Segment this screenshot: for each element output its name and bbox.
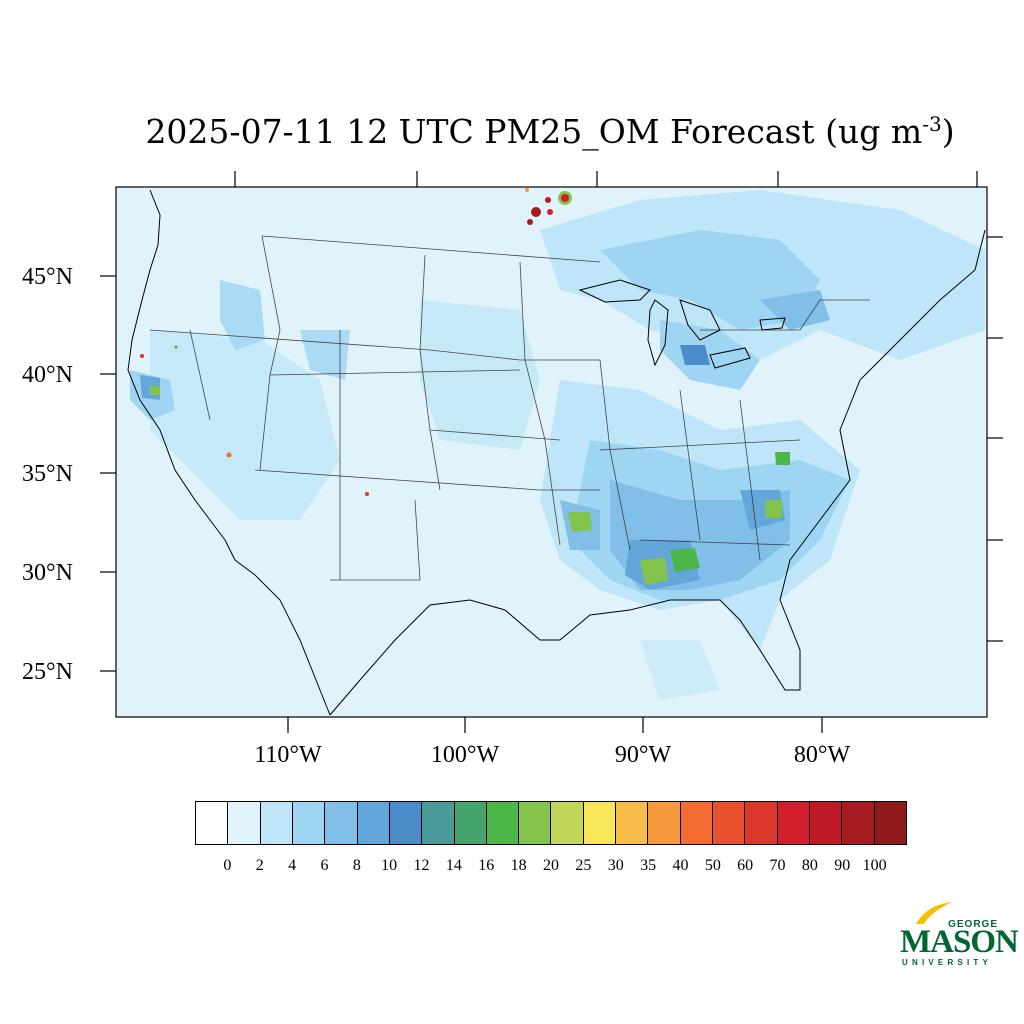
colorbar-cell	[228, 802, 261, 844]
colorbar-cell	[325, 802, 358, 844]
colorbar-label: 90	[834, 857, 851, 874]
right-ticks	[987, 236, 1003, 642]
colorbar-cell	[454, 802, 487, 844]
colorbar-cell	[874, 802, 906, 844]
colorbar-cell	[842, 802, 875, 844]
lon-label-110: 110°W	[254, 742, 322, 768]
swoosh-icon	[916, 902, 952, 924]
colorbar-cell	[680, 802, 713, 844]
colorbar-label: 2	[255, 857, 264, 874]
colorbar-label: 6	[320, 857, 329, 874]
colorbar-cell	[486, 802, 520, 844]
colorbar-label: 40	[672, 857, 689, 874]
colorbar-label: 100	[862, 857, 887, 874]
colorbar-label: 80	[801, 857, 818, 874]
logo-mason-text: MASON	[900, 924, 1019, 960]
lon-label-80: 80°W	[794, 742, 851, 768]
colorbar-cell	[260, 802, 293, 844]
logo-george-text: GEORGE	[948, 919, 998, 930]
colorbar-cell	[777, 802, 810, 844]
colorbar-cell	[809, 802, 843, 844]
colorbar-label: 30	[607, 857, 624, 874]
logo-university-text: UNIVERSITY	[902, 958, 993, 967]
george-mason-logo: GEORGE MASON UNIVERSITY	[898, 900, 1019, 970]
colorbar-label: 60	[737, 857, 754, 874]
map-title: 2025-07-11 12 UTC PM25_OM Forecast (ug m…	[145, 112, 955, 151]
lon-label-90: 90°W	[615, 742, 672, 768]
colorbar-label: 14	[445, 857, 462, 874]
colorbar-label: 20	[543, 857, 559, 874]
colorbar-cell	[616, 802, 649, 844]
lat-label-45: 45°N	[22, 264, 73, 290]
left-ticks	[100, 275, 116, 672]
colorbar-label: 4	[288, 857, 297, 874]
colorbar-label: 0	[223, 857, 232, 874]
colorbar-cell	[713, 802, 746, 844]
colorbar-cell	[648, 802, 681, 844]
colorbar-label: 8	[352, 857, 361, 874]
great-lakes	[578, 279, 786, 369]
colorbar-cell	[292, 802, 326, 844]
top-ticks	[234, 171, 978, 187]
colorbar-label: 10	[381, 857, 398, 874]
colorbar-cell	[745, 802, 778, 844]
colorbar-cell	[583, 802, 617, 844]
lon-label-100: 100°W	[431, 742, 500, 768]
lat-label-40: 40°N	[22, 362, 73, 388]
colorbar-label: 35	[640, 857, 657, 874]
colorbar	[195, 801, 907, 845]
lat-label-35: 35°N	[22, 461, 73, 487]
colorbar-label: 16	[478, 857, 495, 874]
colorbar-cell	[551, 802, 584, 844]
state-borders	[149, 235, 870, 581]
colorbar-cell	[422, 802, 455, 844]
colorbar-cell	[389, 802, 423, 844]
colorbar-cell	[196, 802, 229, 844]
colorbar-label: 25	[575, 857, 592, 874]
lat-label-30: 30°N	[22, 560, 73, 586]
colorbar-cell	[357, 802, 390, 844]
coastline	[127, 189, 986, 716]
colorbar-label: 18	[510, 857, 527, 874]
colorbar-cell	[519, 802, 552, 844]
lat-label-25: 25°N	[22, 659, 73, 685]
map-frame	[115, 186, 988, 718]
colorbar-label: 70	[769, 857, 786, 874]
concentration-field	[130, 188, 985, 700]
colorbar-label: 50	[704, 857, 721, 874]
bottom-ticks	[287, 717, 823, 733]
colorbar-label: 12	[413, 857, 430, 874]
colorbar-labels: 0 2 4 6 8 10 12 14 16 18 20 25 30 35 40 50 60 70 80 90 100	[195, 857, 907, 877]
